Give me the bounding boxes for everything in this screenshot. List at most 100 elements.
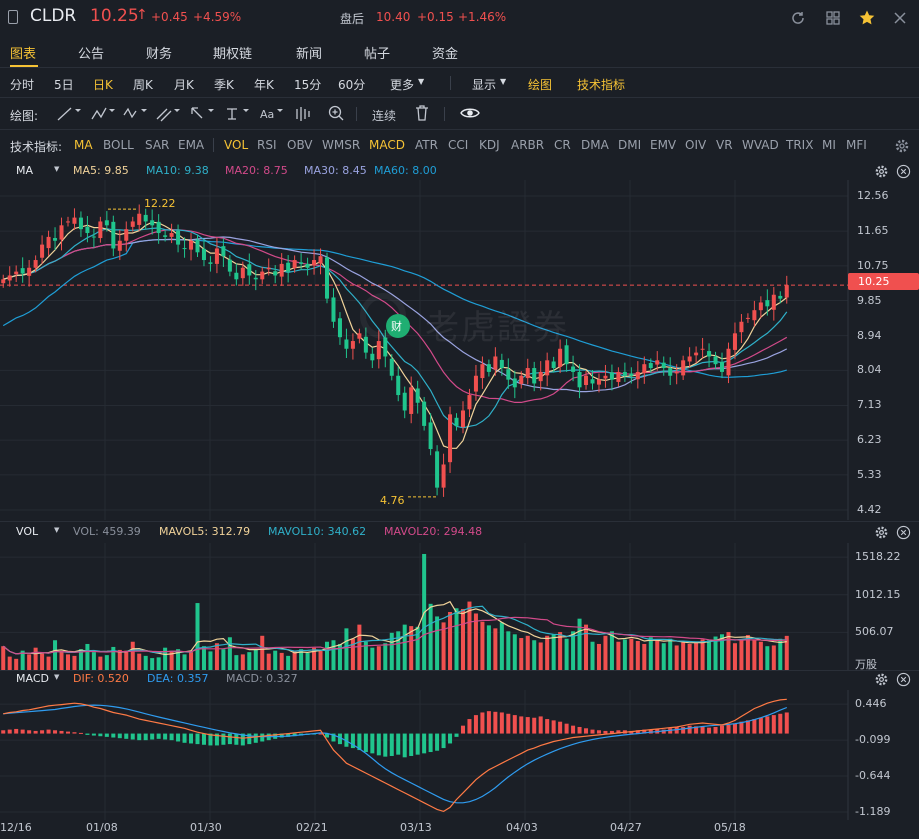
- indicator-toolbar: 技术指标: MA BOLL SAR EMA VOL RSI OBV WMSR M…: [0, 130, 919, 160]
- candle-body: [189, 240, 194, 250]
- volume-bar: [214, 643, 219, 670]
- close-icon[interactable]: [893, 11, 907, 25]
- indicator-mfi[interactable]: MFI: [846, 138, 867, 152]
- period-5day[interactable]: 5日: [54, 78, 74, 92]
- indicator-dmi[interactable]: DMI: [618, 138, 642, 152]
- date-tick-label: 12/16: [0, 821, 32, 834]
- fibonacci-tool-icon[interactable]: [294, 105, 312, 123]
- candle-body: [661, 362, 666, 369]
- polyline-tool-icon[interactable]: [90, 105, 116, 123]
- finance-event-badge[interactable]: [386, 314, 410, 338]
- period-daily[interactable]: 日K: [93, 78, 113, 92]
- horizontal-line-tool-icon[interactable]: [224, 105, 250, 123]
- macd-selector[interactable]: MACD: [16, 672, 49, 685]
- grid-icon[interactable]: [825, 10, 841, 26]
- period-intraday[interactable]: 分时: [10, 78, 35, 92]
- wave-tool-icon[interactable]: [122, 105, 148, 123]
- macd-bar: [668, 728, 673, 734]
- sidebar-toggle-icon[interactable]: [8, 10, 18, 24]
- vol-selector[interactable]: VOL: [16, 525, 39, 538]
- period-quarterly[interactable]: 季K: [214, 78, 234, 92]
- zoom-icon[interactable]: [327, 104, 345, 122]
- arrow-tool-icon[interactable]: [189, 105, 215, 123]
- indicator-mi[interactable]: MI: [822, 138, 836, 152]
- ma-dropdown-icon[interactable]: ▼: [54, 165, 60, 173]
- indicator-arbr[interactable]: ARBR: [511, 138, 545, 152]
- continuous-draw-toggle[interactable]: 连续: [372, 109, 397, 123]
- candlestick-chart[interactable]: [0, 180, 919, 520]
- macd-bar: [156, 733, 161, 739]
- indicator-macd[interactable]: MACD: [369, 138, 405, 152]
- display-dropdown-icon[interactable]: ▼: [500, 77, 507, 86]
- candle-body: [700, 348, 705, 350]
- channel-tool-icon[interactable]: [155, 105, 181, 123]
- gear-icon[interactable]: [874, 672, 889, 687]
- macd-bar: [739, 721, 744, 734]
- indicator-dma[interactable]: DMA: [581, 138, 609, 152]
- volume-bar: [350, 638, 355, 670]
- indicator-wmsr[interactable]: WMSR: [322, 138, 361, 152]
- star-icon[interactable]: [858, 9, 876, 27]
- tab-posts[interactable]: 帖子: [364, 47, 391, 62]
- indicator-kdj[interactable]: KDJ: [479, 138, 500, 152]
- more-dropdown-icon[interactable]: ▼: [418, 77, 425, 86]
- indicator-atr[interactable]: ATR: [415, 138, 438, 152]
- ma-selector[interactable]: MA: [16, 164, 34, 177]
- gear-icon[interactable]: [874, 525, 889, 540]
- indicator-wvad[interactable]: WVAD: [742, 138, 779, 152]
- indicator-rsi[interactable]: RSI: [257, 138, 277, 152]
- candle-body: [247, 264, 252, 276]
- gear-icon[interactable]: [874, 164, 889, 179]
- indicator-sar[interactable]: SAR: [145, 138, 170, 152]
- indicator-vr[interactable]: VR: [716, 138, 733, 152]
- after-hours-label: 盘后: [340, 12, 365, 26]
- indicator-emv[interactable]: EMV: [650, 138, 677, 152]
- period-yearly[interactable]: 年K: [254, 78, 274, 92]
- macd-dropdown-icon[interactable]: ▼: [54, 673, 60, 681]
- gear-icon[interactable]: [894, 138, 910, 154]
- period-60min[interactable]: 60分: [338, 78, 366, 92]
- tab-news[interactable]: 新闻: [296, 47, 323, 62]
- close-icon[interactable]: [896, 525, 911, 540]
- vol-dropdown-icon[interactable]: ▼: [54, 526, 60, 534]
- indicator-obv[interactable]: OBV: [287, 138, 313, 152]
- volume-bar: [674, 645, 679, 670]
- tab-chart[interactable]: 图表: [10, 47, 37, 62]
- macd-chart[interactable]: [0, 690, 919, 820]
- indicator-oiv[interactable]: OIV: [685, 138, 707, 152]
- indicator-vol[interactable]: VOL: [224, 138, 249, 152]
- volume-bar: [273, 650, 278, 670]
- indicator-ma[interactable]: MA: [74, 138, 93, 152]
- indicator-cci[interactable]: CCI: [448, 138, 469, 152]
- volume-bar: [337, 643, 342, 670]
- refresh-icon[interactable]: [790, 10, 806, 26]
- draw-toggle[interactable]: 绘图: [528, 78, 553, 92]
- indicator-cr[interactable]: CR: [554, 138, 571, 152]
- period-weekly[interactable]: 周K: [133, 78, 153, 92]
- tab-options-chain[interactable]: 期权链: [213, 47, 253, 62]
- display-menu[interactable]: 显示: [472, 78, 497, 92]
- trash-icon[interactable]: [414, 104, 430, 122]
- period-more[interactable]: 更多: [390, 78, 415, 92]
- volume-bar: [590, 641, 595, 670]
- after-hours-price: 10.40: [376, 10, 411, 24]
- period-15min[interactable]: 15分: [294, 78, 322, 92]
- close-icon[interactable]: [896, 164, 911, 179]
- indicators-toggle[interactable]: 技术指标: [577, 78, 626, 92]
- trendline-tool-icon[interactable]: [56, 105, 82, 123]
- close-icon[interactable]: [896, 672, 911, 687]
- volume-chart[interactable]: [0, 543, 919, 671]
- indicator-boll[interactable]: BOLL: [103, 138, 134, 152]
- indicator-ema[interactable]: EMA: [178, 138, 205, 152]
- volume-bar: [668, 638, 673, 670]
- tab-announcements[interactable]: 公告: [78, 47, 105, 62]
- tab-capital-flow[interactable]: 资金: [432, 47, 459, 62]
- text-tool-icon[interactable]: Aa: [258, 105, 284, 123]
- macd-bar: [350, 733, 355, 749]
- period-monthly[interactable]: 月K: [174, 78, 194, 92]
- price-change: +0.45: [151, 10, 188, 24]
- tab-financials[interactable]: 财务: [146, 47, 173, 62]
- eye-icon[interactable]: [460, 105, 480, 121]
- indicator-trix[interactable]: TRIX: [786, 138, 814, 152]
- divider: [213, 138, 214, 152]
